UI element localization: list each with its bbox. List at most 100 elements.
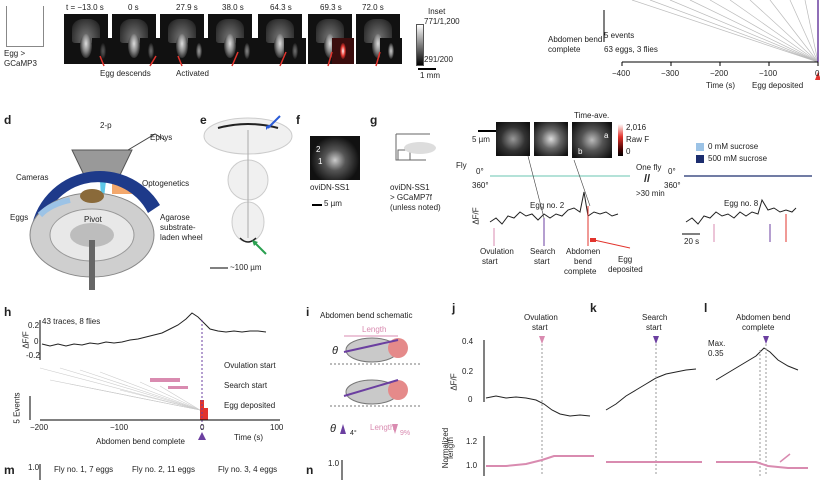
- g2-ev-ovul-1: Ovulation: [480, 247, 514, 256]
- tr-tick-3: −100: [759, 69, 778, 78]
- panel-label-h: h: [4, 305, 12, 319]
- callout-activated: Activated: [176, 69, 209, 78]
- m-fly-1: Fly no. 2, 11 eggs: [132, 465, 195, 474]
- legend-1-label: 500 mM sucrose: [708, 154, 768, 164]
- h-ytick-0: 0.2: [28, 321, 40, 330]
- i-d-theta: θ: [330, 423, 336, 435]
- g2-legend-0: 0 mM sucrose: [696, 143, 758, 151]
- d-label-opto: Optogenetics: [142, 179, 190, 188]
- i-d-len-val: 9%: [400, 430, 411, 437]
- g2-b: b: [578, 147, 583, 156]
- g2-cbar-top: 2,016: [626, 123, 647, 132]
- d-label-substrate: substrate-: [160, 223, 196, 232]
- time-label-4: 64.3 s: [270, 3, 292, 12]
- jkl-ytick2-0: 1.2: [466, 437, 478, 446]
- time-label-3: 38.0 s: [222, 3, 244, 12]
- h-row-2: Egg deposited: [224, 401, 276, 410]
- g2-fly-label-1: Fly: [456, 161, 467, 170]
- panel-label-l: l: [704, 301, 708, 315]
- g2-cbar-label: Raw F: [626, 135, 650, 144]
- callout-egg-descends: Egg descends: [100, 69, 151, 78]
- g2-timeave: Time-ave.: [574, 111, 610, 120]
- g2-ev-search-2: start: [534, 257, 550, 266]
- h-xtick-0: −200: [30, 423, 49, 432]
- legend-0-label: 0 mM sucrose: [708, 142, 759, 152]
- g2-onefly-l1: One fly: [636, 163, 662, 172]
- k-title-l1: Search: [642, 313, 668, 322]
- inset-frame-4: [284, 38, 306, 64]
- tr-tick-4: 0: [815, 69, 820, 78]
- h-ytick-1: 0: [34, 337, 39, 346]
- d-label-wheel: laden wheel: [160, 233, 203, 242]
- g2-img-1: [496, 122, 530, 156]
- tr-egg: Egg deposited: [752, 81, 804, 90]
- inset-frame-2: [188, 38, 210, 64]
- g-line1: oviDN-SS1: [390, 183, 430, 192]
- g2-ev-egg-1: Egg: [618, 255, 633, 264]
- panel-label-i: i: [306, 305, 310, 319]
- panel-label-j: j: [452, 301, 456, 315]
- time-label-1: 0 s: [128, 3, 139, 12]
- time-label-6: 72.0 s: [362, 3, 384, 12]
- tr-tick-1: −300: [661, 69, 680, 78]
- panel-label-d: d: [4, 113, 12, 127]
- l-title-l2: complete: [742, 323, 775, 332]
- d-label-ephys: Ephys: [150, 133, 173, 142]
- g2-a: a: [604, 131, 609, 140]
- time-label-5: 69.3 s: [320, 3, 342, 12]
- tr-n: 63 eggs, 3 flies: [604, 45, 658, 54]
- jkl-ytick-2: 0: [468, 395, 473, 404]
- g2-ev-search-1: Search: [530, 247, 556, 256]
- tr-title-l1: Abdomen bend: [548, 35, 603, 44]
- f-image: [310, 136, 360, 180]
- g2-egg2: Egg no. 2: [530, 201, 565, 210]
- h-xlabel: Time (s): [234, 433, 264, 442]
- l-title-l1: Abdomen bend: [736, 313, 791, 322]
- tr-tick-2: −200: [710, 69, 729, 78]
- g2-egg8: Egg no. 8: [724, 199, 759, 208]
- f-n2: 2: [316, 145, 321, 154]
- tr-xlabel: Time (s): [706, 81, 736, 90]
- legend-swatch-1: [696, 155, 704, 163]
- n-ytick: 1.0: [328, 459, 340, 468]
- inset-frame-0: [92, 38, 114, 64]
- jkl-ytick2-1: 1.0: [466, 461, 478, 470]
- g2-pos-bot-2: 360°: [664, 181, 681, 190]
- k-title-l2: start: [646, 323, 662, 332]
- inset-frame-6: [380, 38, 402, 64]
- g2-img-2: [534, 122, 568, 156]
- scalebar: [418, 68, 436, 70]
- h-xtick-1: −100: [110, 423, 129, 432]
- scalebar-label: 1 mm: [420, 71, 440, 80]
- g2-legend-1: 500 mM sucrose: [696, 155, 767, 163]
- d-label-agarose: Agarose: [160, 213, 190, 222]
- f-scalebar: [312, 204, 322, 206]
- g2-ev-ovul-2: start: [482, 257, 498, 266]
- g2-ev-egg-2: deposited: [608, 265, 643, 274]
- l-max: Max.: [708, 339, 726, 348]
- panel-label-k: k: [590, 301, 597, 315]
- panel-label-m: m: [4, 463, 15, 477]
- panel-label-n: n: [306, 463, 314, 477]
- g2-onefly-l2: >30 min: [636, 189, 665, 198]
- e-scale: ~100 µm: [230, 263, 262, 272]
- g2-scale: 5 µm: [472, 135, 490, 144]
- time-label-0: t = −13.0 s: [66, 3, 104, 12]
- scale-bottom: 291/200: [424, 55, 453, 64]
- panel-label-e: e: [200, 113, 207, 127]
- g-line2: > GCaMP7f: [390, 193, 433, 202]
- colorbar: [416, 24, 424, 66]
- setup-label-line2: GCaMP3: [4, 59, 37, 68]
- m-fly-0: Fly no. 1, 7 eggs: [54, 465, 114, 474]
- g2-pos-top-2: 0°: [668, 167, 676, 176]
- g2-pos-top: 0°: [476, 167, 484, 176]
- f-n1: 1: [318, 157, 323, 166]
- m-fly-2: Fly no. 3, 4 eggs: [218, 465, 278, 474]
